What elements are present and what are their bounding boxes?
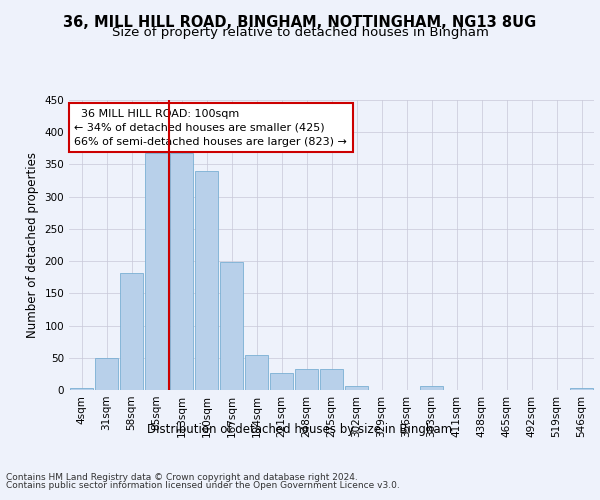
- Bar: [220, 262, 243, 390]
- Y-axis label: Number of detached properties: Number of detached properties: [26, 152, 39, 338]
- Bar: [295, 370, 318, 390]
- Bar: [145, 153, 168, 390]
- Bar: [120, 272, 143, 390]
- Bar: [95, 358, 118, 390]
- Text: 36 MILL HILL ROAD: 100sqm
← 34% of detached houses are smaller (425)
66% of semi: 36 MILL HILL ROAD: 100sqm ← 34% of detac…: [74, 108, 347, 146]
- Text: 36, MILL HILL ROAD, BINGHAM, NOTTINGHAM, NG13 8UG: 36, MILL HILL ROAD, BINGHAM, NOTTINGHAM,…: [64, 15, 536, 30]
- Text: Distribution of detached houses by size in Bingham: Distribution of detached houses by size …: [148, 422, 452, 436]
- Bar: [170, 153, 193, 390]
- Bar: [320, 368, 343, 390]
- Bar: [70, 388, 93, 390]
- Bar: [245, 355, 268, 390]
- Text: Contains public sector information licensed under the Open Government Licence v3: Contains public sector information licen…: [6, 482, 400, 490]
- Text: Size of property relative to detached houses in Bingham: Size of property relative to detached ho…: [112, 26, 488, 39]
- Bar: [345, 386, 368, 390]
- Bar: [195, 171, 218, 390]
- Bar: [420, 386, 443, 390]
- Bar: [570, 388, 593, 390]
- Text: Contains HM Land Registry data © Crown copyright and database right 2024.: Contains HM Land Registry data © Crown c…: [6, 472, 358, 482]
- Bar: [270, 372, 293, 390]
